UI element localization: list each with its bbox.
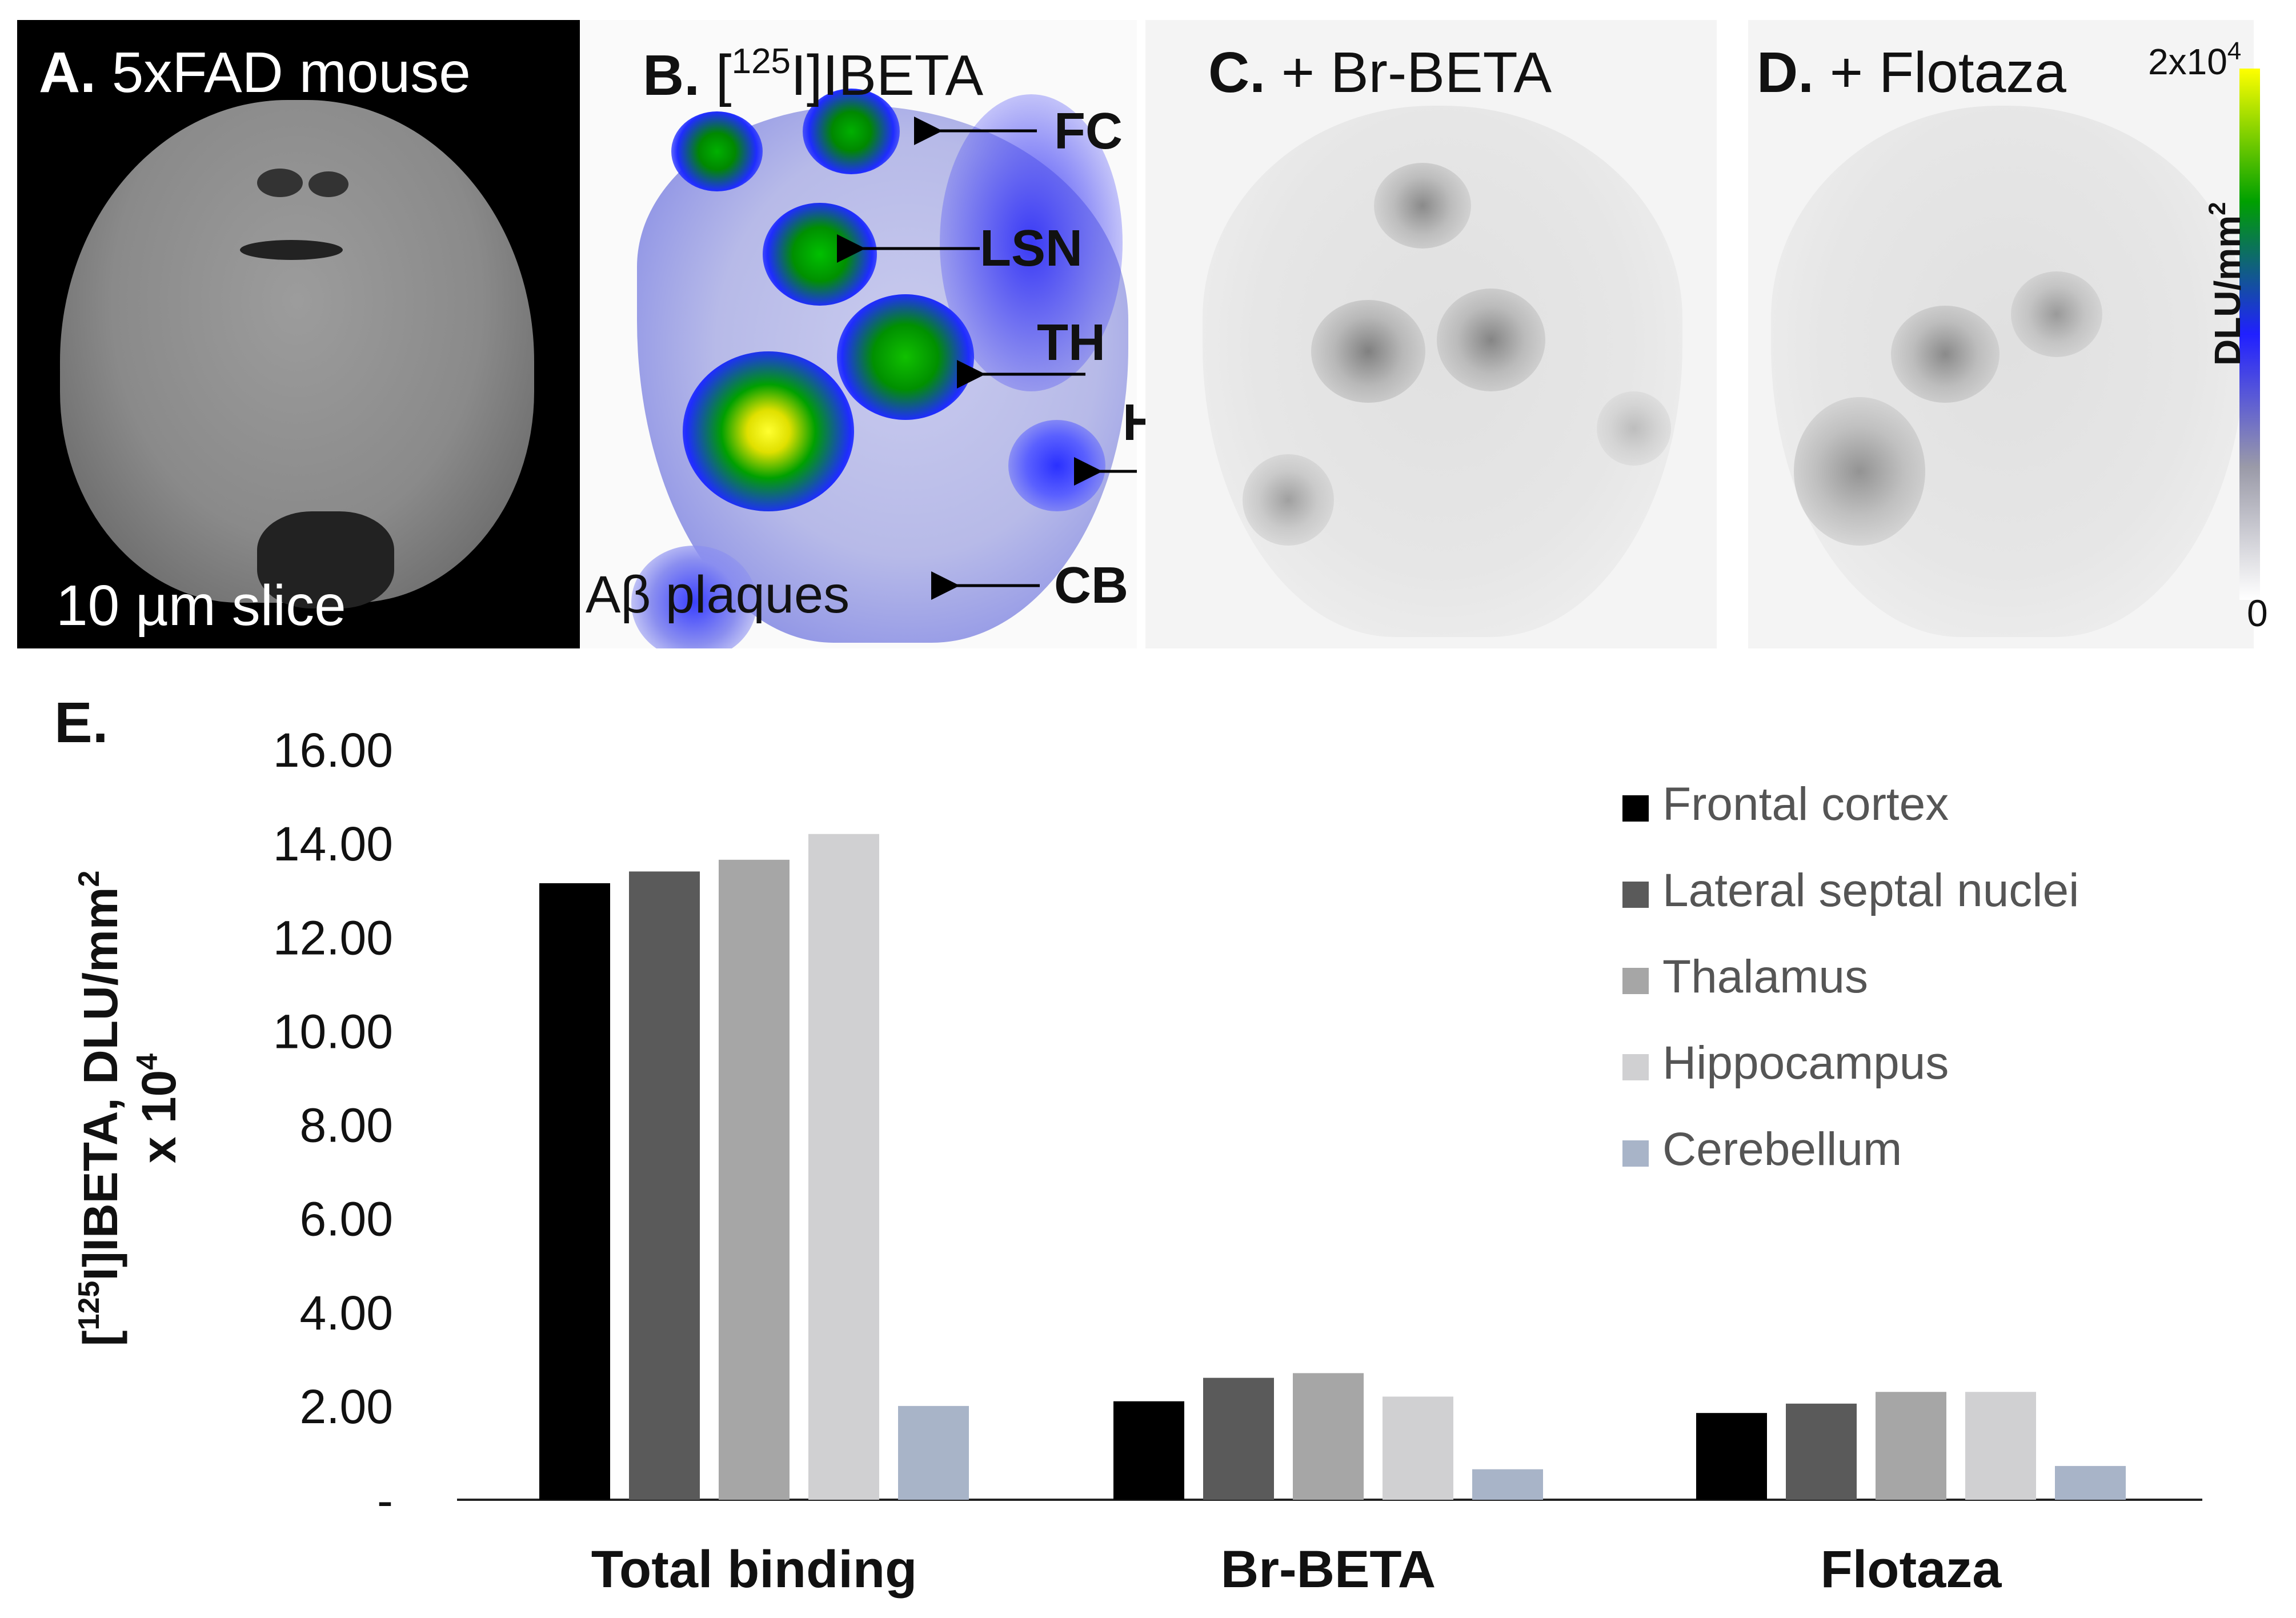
legend-label: Hippocampus — [1662, 1037, 1949, 1089]
bar — [1293, 1373, 1364, 1500]
panel-e-letter: E. — [54, 691, 109, 755]
y-tick-label: 14.00 — [273, 817, 393, 871]
panel-c: C. + Br-BETA — [1145, 20, 1717, 648]
label-fc: FC — [1054, 103, 1123, 160]
y-tick-label: 10.00 — [273, 1004, 393, 1058]
y-tick-label: 4.00 — [300, 1286, 394, 1340]
bar — [1203, 1377, 1274, 1500]
bar — [539, 883, 610, 1500]
bar — [1965, 1392, 2036, 1500]
legend-label: Frontal cortex — [1662, 778, 1949, 830]
panel-b-arrows — [837, 117, 1137, 600]
bar — [1472, 1469, 1543, 1500]
legend-swatch — [1622, 795, 1649, 822]
x-tick-label: Total binding — [591, 1540, 917, 1599]
bar — [808, 834, 879, 1500]
bar — [629, 871, 700, 1500]
bar — [1876, 1392, 1946, 1500]
bar — [719, 859, 790, 1500]
label-ab-plaques: Aβ plaques — [586, 566, 850, 624]
panel-d: D. + Flotaza — [1748, 20, 2254, 648]
colorbar-max-label: 2x104 — [2148, 37, 2242, 82]
legend-swatch — [1622, 882, 1649, 908]
x-tick-label: Br-BETA — [1221, 1540, 1436, 1599]
y-tick-label: 12.00 — [273, 911, 393, 964]
label-lsn: LSN — [980, 220, 1083, 277]
panel-a-title: A. 5xFAD mouse — [39, 41, 471, 105]
legend-swatch — [1622, 1140, 1649, 1167]
panel-d-image — [1771, 106, 2245, 637]
legend-label: Thalamus — [1662, 951, 1868, 1003]
label-hp: HP — [1123, 397, 1137, 448]
y-tick-label: 6.00 — [300, 1192, 394, 1246]
panel-a: A. 5xFAD mouse 10 µm slice — [17, 20, 580, 648]
bar — [1696, 1413, 1767, 1500]
x-tick-label: Flotaza — [1821, 1540, 2002, 1599]
y-tick-label: 16.00 — [273, 723, 393, 777]
bar — [1383, 1396, 1453, 1500]
legend-label: Lateral septal nuclei — [1662, 864, 2079, 916]
panel-d-title: D. + Flotaza — [1757, 41, 2066, 105]
y-tick-label: 2.00 — [300, 1380, 394, 1433]
slice-caption: 10 µm slice — [56, 574, 346, 638]
panel-b-title: B. [125I]IBETA — [643, 42, 984, 107]
label-th: TH — [1037, 314, 1105, 371]
panel-c-title: C. + Br-BETA — [1208, 41, 1552, 105]
legend-swatch — [1622, 968, 1649, 994]
label-cb: CB — [1054, 557, 1128, 614]
legend-swatch — [1622, 1054, 1649, 1080]
y-tick-label: - — [377, 1473, 393, 1527]
panel-b: B. [125I]IBETA FC LSN TH HP CB Aβ plaque… — [580, 20, 1137, 648]
colorbar — [2239, 69, 2260, 600]
y-tick-label: 8.00 — [300, 1099, 394, 1152]
bar — [1786, 1403, 1857, 1500]
bar — [898, 1405, 969, 1500]
bar — [2055, 1465, 2126, 1500]
legend-label: Cerebellum — [1662, 1123, 1902, 1175]
bar — [1113, 1401, 1184, 1500]
colorbar-min-label: 0 — [2247, 592, 2268, 634]
